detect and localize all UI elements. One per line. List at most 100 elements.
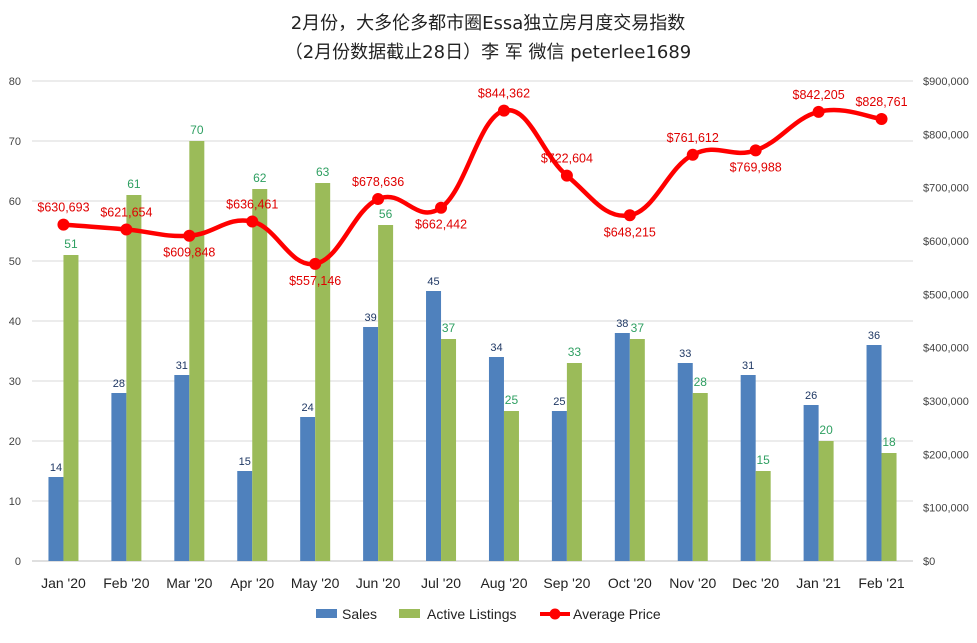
x-tick-label: Dec '20 xyxy=(732,575,779,591)
active-listings-data-label: 20 xyxy=(819,423,833,437)
active-listings-data-label: 37 xyxy=(631,321,645,335)
right-tick-label: $400,000 xyxy=(923,343,969,355)
sales-data-label: 26 xyxy=(805,390,817,402)
average-price-data-label: $842,205 xyxy=(793,88,845,102)
average-price-marker xyxy=(120,223,133,236)
average-price-marker xyxy=(560,169,573,182)
active-listings-bar xyxy=(818,441,834,561)
active-listings-data-label: 70 xyxy=(190,123,204,137)
left-tick-label: 60 xyxy=(9,196,21,208)
sales-data-label: 24 xyxy=(302,402,314,414)
sales-data-label: 39 xyxy=(364,312,376,324)
sales-data-label: 45 xyxy=(427,276,439,288)
sales-bar xyxy=(866,345,882,561)
average-price-marker xyxy=(435,201,448,214)
sales-data-label: 34 xyxy=(490,342,502,354)
sales-data-label: 31 xyxy=(176,360,188,372)
sales-data-label: 25 xyxy=(553,396,565,408)
sales-bar xyxy=(174,375,190,561)
x-tick-label: Jan '21 xyxy=(796,575,841,591)
x-tick-label: Mar '20 xyxy=(166,575,212,591)
left-tick-label: 70 xyxy=(9,136,21,148)
active-listings-bar xyxy=(315,183,331,561)
active-listings-bar xyxy=(881,453,897,561)
active-listings-bar xyxy=(126,195,142,561)
sales-bar xyxy=(803,405,819,561)
legend-swatch-sales xyxy=(316,609,337,618)
average-price-marker xyxy=(183,229,196,242)
sales-bar xyxy=(300,417,316,561)
right-tick-label: $200,000 xyxy=(923,449,969,461)
left-axis: 0 10 20 30 40 50 60 70 80 xyxy=(9,76,21,568)
average-price-data-label: $630,693 xyxy=(37,201,89,215)
legend-swatch-average-price-marker xyxy=(549,608,561,620)
sales-bar xyxy=(677,363,693,561)
legend-label-average-price: Average Price xyxy=(573,606,661,622)
sales-data-label: 33 xyxy=(679,348,691,360)
average-price-marker xyxy=(372,193,385,206)
active-listings-bar xyxy=(692,393,708,561)
active-listings-data-label: 37 xyxy=(442,321,456,335)
average-price-data-label: $722,604 xyxy=(541,152,593,166)
average-price-marker xyxy=(623,209,636,222)
sales-data-label: 36 xyxy=(868,330,880,342)
average-price-data-label: $828,761 xyxy=(855,95,907,109)
active-listings-data-label: 61 xyxy=(127,177,141,191)
legend-label-active-listings: Active Listings xyxy=(427,606,516,622)
left-tick-label: 30 xyxy=(9,376,21,388)
x-axis: Jan '20 Feb '20 Mar '20 Apr '20 May '20 Jun '… xyxy=(41,575,905,591)
legend-swatch-active-listings xyxy=(399,609,420,618)
average-price-marker xyxy=(812,105,825,118)
active-listings-bar xyxy=(252,189,268,561)
bars xyxy=(48,141,897,561)
average-price-data-label: $609,848 xyxy=(163,246,215,260)
right-tick-label: $800,000 xyxy=(923,129,969,141)
active-listings-data-label: 51 xyxy=(64,237,78,251)
sales-data-label: 31 xyxy=(742,360,754,372)
x-tick-label: Jun '20 xyxy=(356,575,401,591)
active-listings-bar xyxy=(503,411,519,561)
price-line xyxy=(57,104,888,270)
price-labels: $630,693 $621,654 $609,848 $636,461 $557,146… xyxy=(37,87,907,288)
right-tick-label: $500,000 xyxy=(923,289,969,301)
average-price-data-label: $648,215 xyxy=(604,225,656,239)
left-tick-label: 10 xyxy=(9,496,21,508)
x-tick-label: Feb '21 xyxy=(858,575,904,591)
right-tick-label: $700,000 xyxy=(923,183,969,195)
active-listings-data-label: 25 xyxy=(505,393,519,407)
sales-bar xyxy=(426,291,442,561)
average-price-data-label: $662,442 xyxy=(415,218,467,232)
sales-bar xyxy=(48,477,64,561)
average-price-marker xyxy=(309,257,322,270)
average-price-data-label: $678,636 xyxy=(352,175,404,189)
x-tick-label: Nov '20 xyxy=(669,575,716,591)
x-tick-label: Apr '20 xyxy=(230,575,274,591)
chart-title: 2月份，大多伦多都市圈Essa独立房月度交易指数 xyxy=(291,13,686,34)
active-listings-data-label: 18 xyxy=(882,435,896,449)
average-price-data-label: $621,654 xyxy=(100,205,152,219)
x-tick-label: May '20 xyxy=(291,575,340,591)
active-listings-data-label: 15 xyxy=(756,453,770,467)
sales-bar xyxy=(551,411,567,561)
sales-bar xyxy=(740,375,756,561)
x-tick-label: Oct '20 xyxy=(608,575,652,591)
active-listings-data-label: 56 xyxy=(379,207,393,221)
average-price-data-label: $769,988 xyxy=(730,160,782,174)
left-tick-label: 20 xyxy=(9,436,21,448)
left-tick-label: 0 xyxy=(15,556,21,568)
x-tick-label: Aug '20 xyxy=(480,575,527,591)
chart-subtitle: （2月份数据截止28日）李 军 微信 peterlee1689 xyxy=(285,42,692,63)
right-tick-label: $900,000 xyxy=(923,76,969,88)
average-price-marker xyxy=(57,218,70,231)
x-tick-label: Feb '20 xyxy=(103,575,149,591)
sales-data-label: 28 xyxy=(113,378,125,390)
right-tick-label: $300,000 xyxy=(923,396,969,408)
active-listings-bar xyxy=(629,339,645,561)
legend-label-sales: Sales xyxy=(342,606,377,622)
active-listings-bar xyxy=(378,225,394,561)
active-listings-bar xyxy=(189,141,205,561)
sales-data-label: 38 xyxy=(616,318,628,330)
active-listings-bar xyxy=(566,363,582,561)
